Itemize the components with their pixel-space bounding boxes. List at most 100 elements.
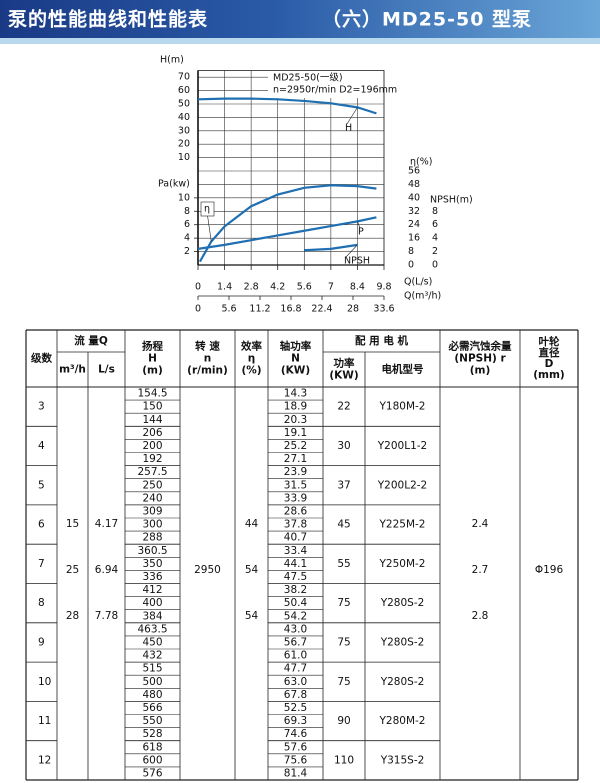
table-header: 扬程 xyxy=(142,340,163,353)
curve xyxy=(197,216,377,250)
header-stripe xyxy=(0,38,600,44)
motor-kw-cell: 75 xyxy=(337,636,350,648)
curve-label: NPSH xyxy=(344,256,370,267)
speed-cell: 2950 xyxy=(194,564,221,576)
x2-tick-label: 22.4 xyxy=(311,304,332,315)
stage-cell: 6 xyxy=(38,519,45,531)
x-tick-label: 7 xyxy=(328,282,334,293)
power-cell: 56.7 xyxy=(284,636,307,648)
x2-tick-label: 28 xyxy=(347,304,359,315)
y2-tick-label: 48 xyxy=(408,179,420,190)
motor-kw-cell: 55 xyxy=(337,558,350,570)
motor-model-cell: Y200L1-2 xyxy=(377,440,427,452)
power-cell: 81.4 xyxy=(284,767,308,779)
flow-m3h-cell: 25 xyxy=(66,564,79,576)
power-cell: 44.1 xyxy=(284,558,307,570)
x2-tick-label: 0 xyxy=(195,304,201,315)
head-cell: 515 xyxy=(142,663,162,675)
head-cell: 600 xyxy=(142,754,162,766)
stage-cell: 9 xyxy=(38,636,45,648)
stage-cell: 12 xyxy=(38,754,51,766)
power-cell: 61.0 xyxy=(284,650,307,662)
motor-model-cell: Y180M-2 xyxy=(379,401,426,413)
head-cell: 250 xyxy=(142,479,162,491)
head-cell: 154.5 xyxy=(137,388,167,400)
table-header: (%) xyxy=(241,365,261,377)
table-header: (KW) xyxy=(329,370,358,382)
motor-kw-cell: 90 xyxy=(337,715,350,727)
power-cell: 20.3 xyxy=(284,414,307,426)
flow-ls-cell: 4.17 xyxy=(95,518,118,530)
head-cell: 350 xyxy=(142,558,162,570)
table-header: (mm) xyxy=(533,369,564,381)
table-header: D xyxy=(545,358,554,370)
npshr-cell: 2.7 xyxy=(472,564,489,576)
table-header: (m) xyxy=(142,365,163,377)
head-cell: 200 xyxy=(142,440,162,452)
table-header: 叶轮 xyxy=(539,335,560,348)
header-model: （六）MD25-50 型泵 xyxy=(322,8,532,31)
table-header: η xyxy=(248,353,255,365)
table-header: (m) xyxy=(470,365,491,377)
power-cell: 75.6 xyxy=(284,754,308,766)
y-tick-label: 4 xyxy=(184,233,190,244)
x2-tick-label: 5.6 xyxy=(221,304,236,315)
power-cell: 43.0 xyxy=(284,623,307,635)
y-tick-label: 50 xyxy=(178,99,190,110)
power-cell: 25.2 xyxy=(284,440,307,452)
flow-m3h-cell: 28 xyxy=(66,610,79,622)
power-cell: 33.4 xyxy=(284,545,308,557)
curve-label: η xyxy=(204,204,210,215)
motor-model-cell: Y280M-2 xyxy=(379,715,426,727)
flow-ls-cell: 6.94 xyxy=(95,564,119,576)
power-cell: 18.9 xyxy=(284,401,307,413)
x-tick-label: 2.8 xyxy=(244,282,259,293)
y-tick-label: 10 xyxy=(178,152,190,163)
power-cell: 63.0 xyxy=(284,676,307,688)
curve xyxy=(197,97,377,115)
power-cell: 23.9 xyxy=(284,466,307,478)
power-cell: 14.3 xyxy=(284,388,307,400)
power-cell: 28.6 xyxy=(284,505,308,517)
table-header: n xyxy=(204,353,211,365)
y2-tick-label: 24 xyxy=(408,219,420,230)
y-axis-title: Pa(kw) xyxy=(158,179,190,190)
motor-kw-cell: 110 xyxy=(334,754,354,766)
power-cell: 31.5 xyxy=(284,479,307,491)
y-tick-label: 10 xyxy=(178,192,190,203)
head-cell: 500 xyxy=(142,676,162,688)
head-cell: 400 xyxy=(142,597,162,609)
head-cell: 528 xyxy=(142,728,162,740)
head-cell: 192 xyxy=(142,453,162,465)
stage-cell: 11 xyxy=(38,715,51,727)
table-header: m³/h xyxy=(59,364,86,376)
y3-tick-label: 6 xyxy=(432,219,438,230)
motor-kw-cell: 75 xyxy=(337,597,350,609)
eff-cell: 54 xyxy=(245,610,259,622)
power-cell: 33.9 xyxy=(284,492,307,504)
head-cell: 450 xyxy=(142,636,162,648)
head-cell: 144 xyxy=(142,414,162,426)
x-axis-title: Q(L/s) xyxy=(404,277,432,288)
stage-cell: 3 xyxy=(38,401,45,413)
head-cell: 618 xyxy=(142,741,162,753)
head-cell: 150 xyxy=(142,401,162,413)
motor-model-cell: Y280S-2 xyxy=(380,636,425,648)
head-cell: 480 xyxy=(142,689,162,701)
y-axis-title: H(m) xyxy=(160,55,184,66)
y2-axis-title: η(%) xyxy=(410,157,432,168)
table-header: 流 量Q xyxy=(74,334,108,347)
motor-model-cell: Y280S-2 xyxy=(380,676,425,688)
y2-tick-label: 8 xyxy=(408,246,414,257)
motor-kw-cell: 45 xyxy=(337,519,350,531)
table-header: 轴功率 xyxy=(280,340,312,353)
stage-cell: 4 xyxy=(38,440,45,452)
power-cell: 54.2 xyxy=(284,610,307,622)
head-cell: 240 xyxy=(142,492,162,504)
power-cell: 57.6 xyxy=(284,741,308,753)
head-cell: 309 xyxy=(142,505,162,517)
table-header: 配 用 电 机 xyxy=(355,334,408,347)
flow-m3h-cell: 15 xyxy=(66,518,79,530)
eff-cell: 54 xyxy=(245,564,259,576)
